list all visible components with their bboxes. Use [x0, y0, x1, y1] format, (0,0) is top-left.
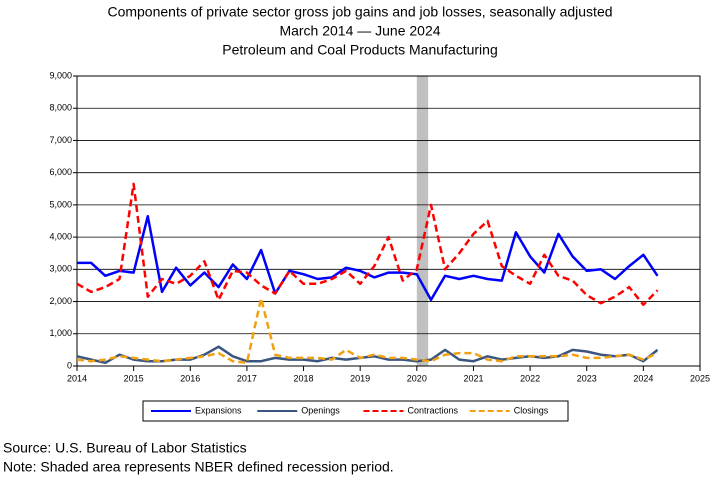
legend-label: Openings: [301, 405, 340, 415]
y-tick-label: 6,000: [49, 167, 72, 177]
y-tick-label: 9,000: [49, 70, 72, 80]
x-tick-label: 2022: [520, 373, 540, 383]
y-tick-label: 7,000: [49, 135, 72, 145]
y-tick-label: 4,000: [49, 231, 72, 241]
x-tick-label: 2018: [294, 373, 314, 383]
x-tick-label: 2014: [67, 373, 87, 383]
legend-label: Expansions: [195, 405, 242, 415]
y-tick-label: 8,000: [49, 103, 72, 113]
chart-subtitle: March 2014 — June 2024: [279, 23, 440, 39]
legend-label: Closings: [514, 405, 549, 415]
recession-note: Note: Shaded area represents NBER define…: [3, 459, 394, 475]
source-note: Source: U.S. Bureau of Labor Statistics: [3, 440, 247, 456]
x-tick-label: 2021: [463, 373, 483, 383]
x-tick-label: 2020: [407, 373, 427, 383]
legend-box: [142, 400, 569, 422]
x-tick-label: 2025: [690, 373, 710, 383]
legend-label: Contractions: [408, 405, 459, 415]
series-line: [76, 182, 659, 307]
y-tick-label: 3,000: [49, 264, 72, 274]
recession-shade: [416, 76, 429, 366]
series-line: [76, 345, 659, 365]
x-tick-label: 2015: [124, 373, 144, 383]
y-tick-label: 0: [67, 360, 72, 370]
plot-frame: [76, 75, 701, 367]
y-tick-label: 1,000: [49, 328, 72, 338]
y-tick-label: 5,000: [49, 199, 72, 209]
chart-title: Components of private sector gross job g…: [107, 4, 612, 20]
x-tick-label: 2017: [237, 373, 257, 383]
x-tick-label: 2023: [577, 373, 597, 383]
chart-subtitle: Petroleum and Coal Products Manufacturin…: [222, 42, 497, 58]
x-tick-label: 2024: [633, 373, 653, 383]
x-tick-label: 2019: [350, 373, 370, 383]
y-tick-label: 2,000: [49, 296, 72, 306]
x-tick-label: 2016: [180, 373, 200, 383]
